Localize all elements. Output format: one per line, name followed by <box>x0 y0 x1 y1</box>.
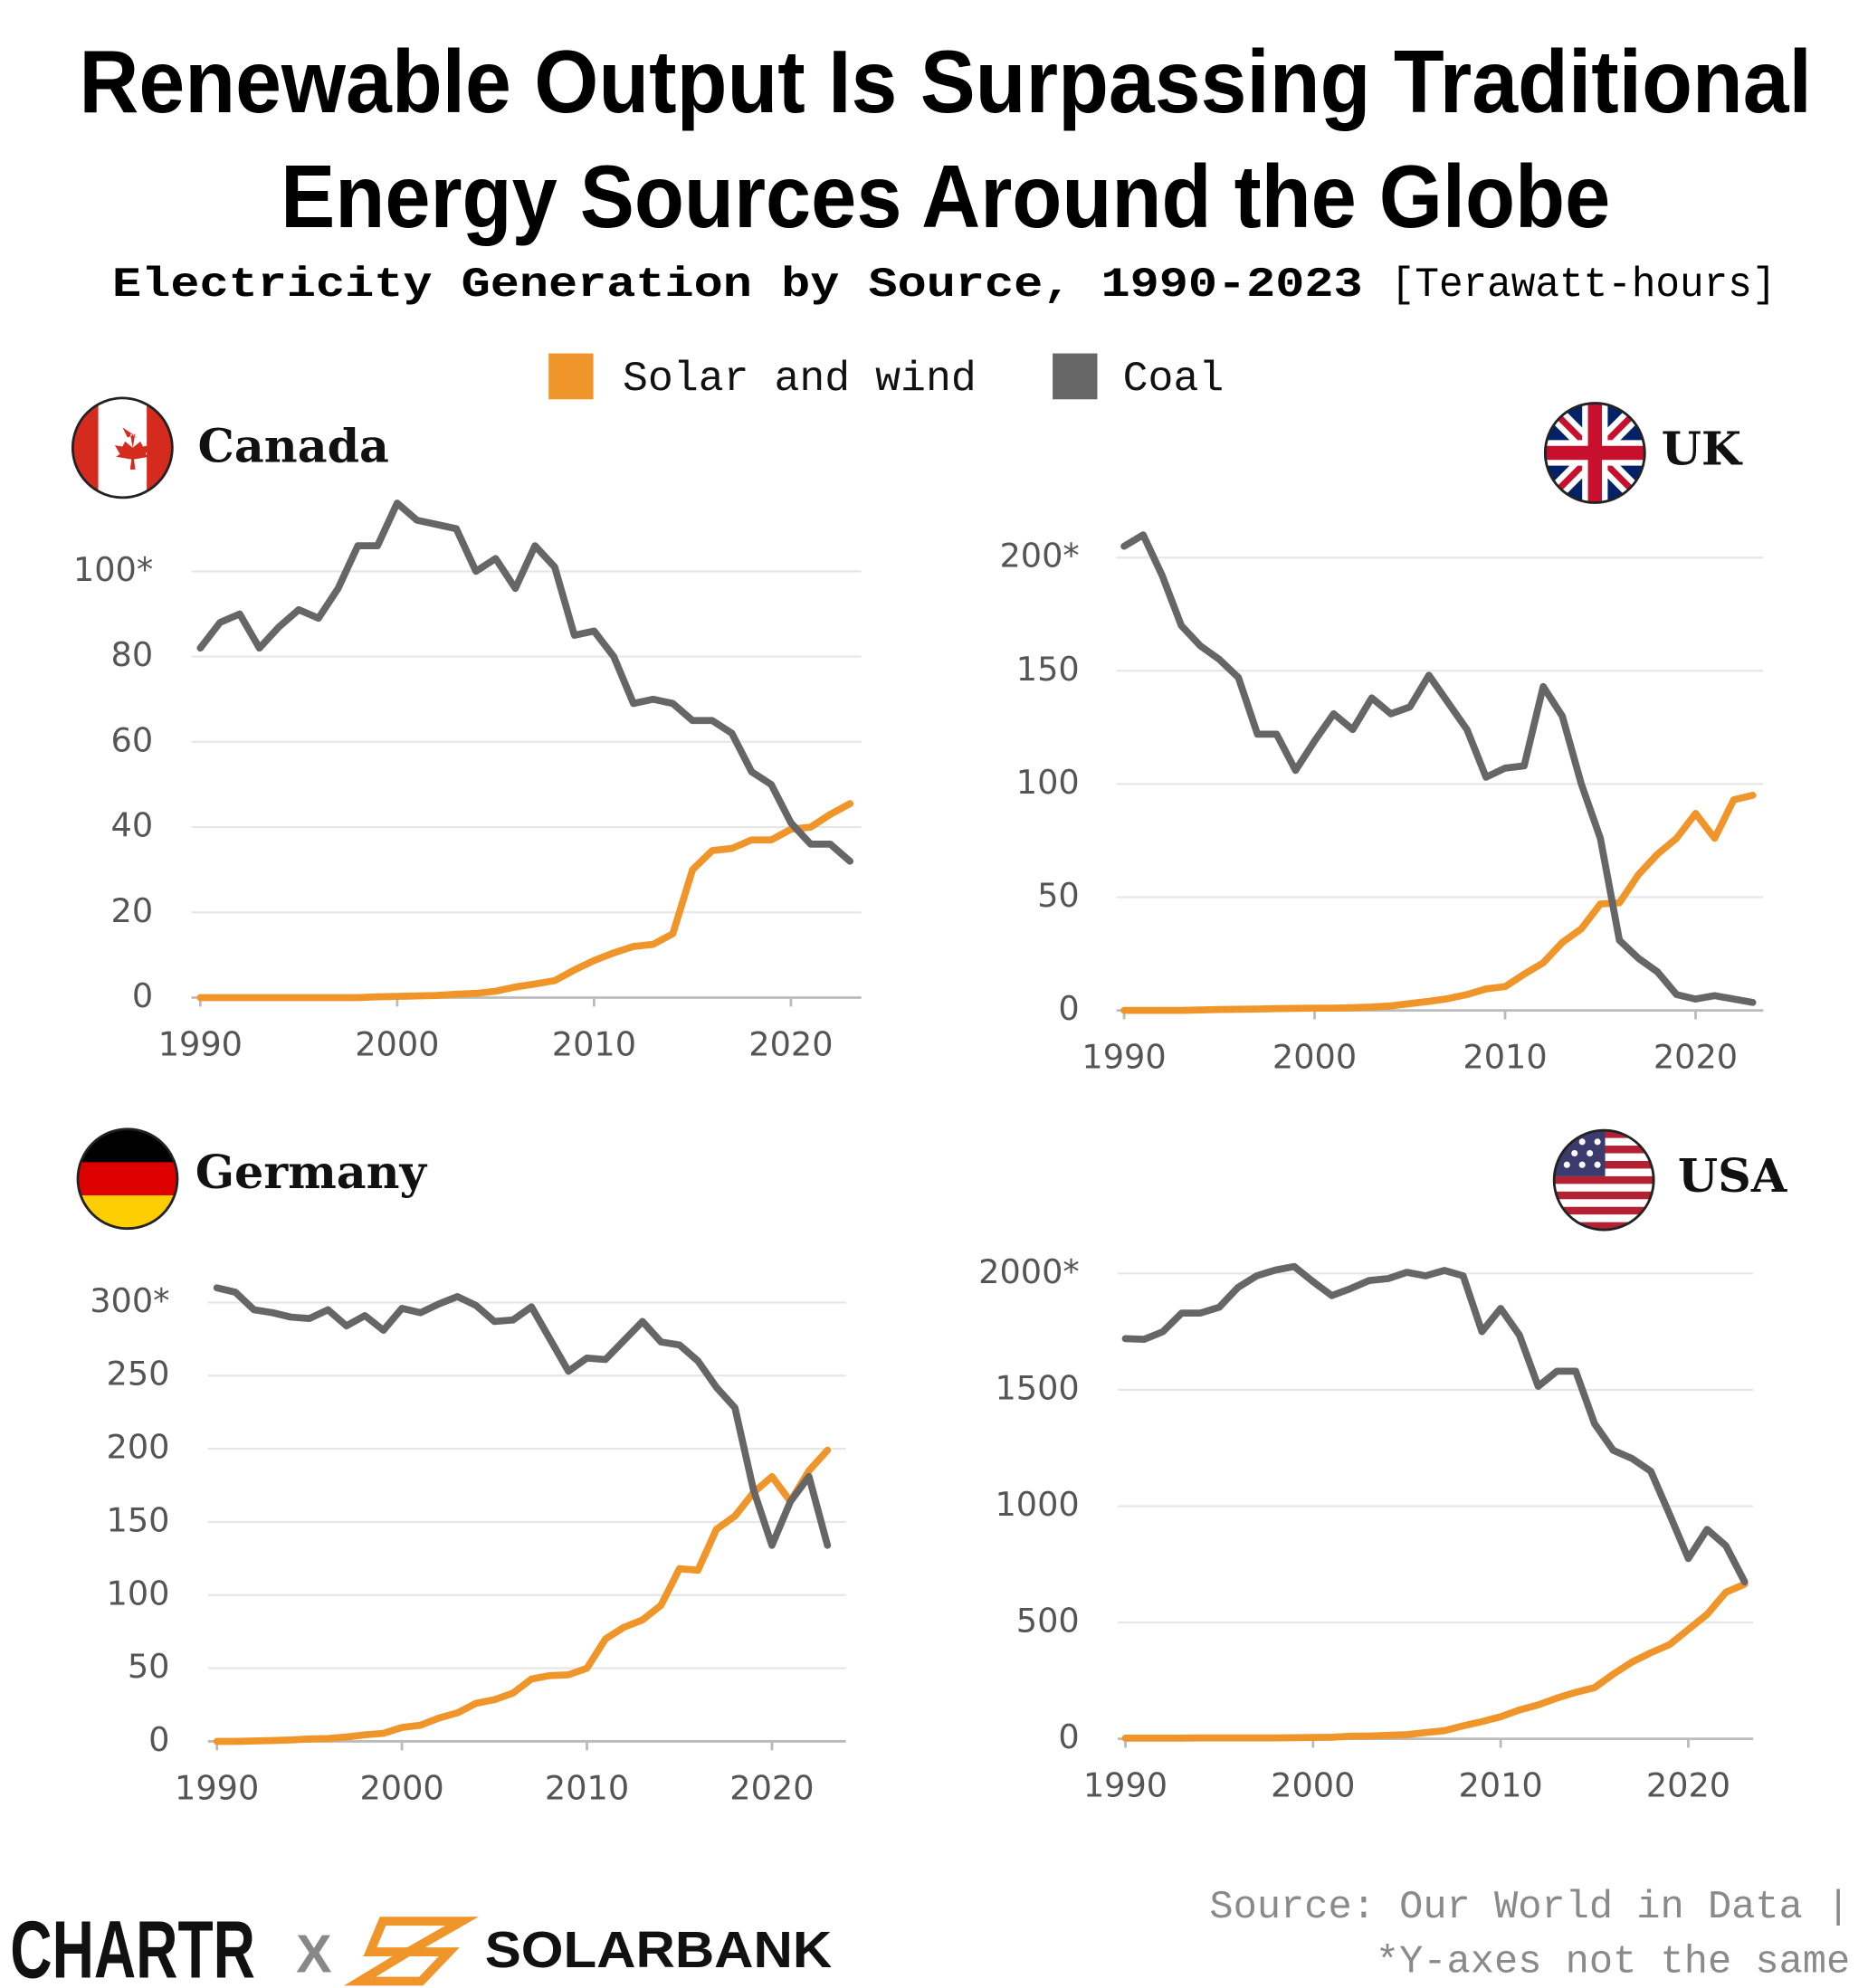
y-tick-label: 100 <box>107 1574 170 1612</box>
chart-title: Renewable Output Is Surpassing Tradition… <box>79 32 1812 131</box>
chart-title: Energy Sources Around the Globe <box>281 147 1610 246</box>
legend-swatch <box>1053 353 1098 400</box>
y-tick-label: 0 <box>132 976 153 1015</box>
subtitle: Electricity Generation by Source, 1990-2… <box>112 261 1363 309</box>
x-tick-label: 2010 <box>1459 1766 1543 1805</box>
axis-note: *Y-axes not the same <box>1376 1941 1850 1985</box>
y-tick-label: 80 <box>111 635 154 674</box>
y-tick-label: 0 <box>1058 1717 1079 1756</box>
series-line <box>1120 792 1757 1014</box>
x-tick-label: 2020 <box>748 1025 833 1064</box>
x-tick-label: 1990 <box>175 1769 259 1808</box>
y-tick-label: 0 <box>148 1720 169 1759</box>
x-tick-label: 2000 <box>355 1025 439 1064</box>
x-tick-label: 1990 <box>1082 1038 1166 1077</box>
legend-label: Solar and wind <box>623 355 977 403</box>
panel-title: Germany <box>195 1145 428 1199</box>
y-tick-label: 2000* <box>978 1252 1080 1291</box>
brand-logo: CHARTR <box>10 1904 255 1988</box>
y-tick-label: 0 <box>1058 989 1079 1028</box>
panel-title: UK <box>1662 422 1743 476</box>
x-tick-label: 2000 <box>1272 1038 1357 1077</box>
y-tick-label: 150 <box>1016 650 1080 689</box>
flag-germany <box>76 1127 179 1231</box>
y-tick-label: 200 <box>107 1428 170 1467</box>
x-tick-label: 2000 <box>1271 1766 1355 1805</box>
x-tick-label: 2020 <box>1646 1766 1730 1805</box>
x-tick-label: 2020 <box>729 1769 814 1808</box>
series-line <box>1121 1580 1749 1742</box>
y-tick-label: 1000 <box>995 1485 1079 1524</box>
y-tick-label: 250 <box>107 1355 170 1394</box>
y-tick-label: 100 <box>1016 763 1080 802</box>
y-tick-label: 1500 <box>995 1368 1079 1407</box>
x-tick-label: 1990 <box>1083 1766 1168 1805</box>
brand-join: X <box>296 1924 332 1984</box>
series-line <box>213 1446 832 1745</box>
panel-title: USA <box>1678 1148 1787 1203</box>
x-tick-label: 2020 <box>1654 1038 1738 1077</box>
x-tick-label: 2010 <box>552 1025 636 1064</box>
y-tick-label: 40 <box>111 806 154 845</box>
y-tick-label: 50 <box>1037 876 1080 915</box>
y-tick-label: 150 <box>107 1500 170 1539</box>
series-line <box>196 800 854 1002</box>
x-tick-label: 2010 <box>1463 1038 1547 1077</box>
x-tick-label: 2000 <box>359 1769 443 1808</box>
flag-canada <box>71 396 174 499</box>
x-tick-label: 2010 <box>545 1769 629 1808</box>
y-tick-label: 200* <box>999 537 1079 575</box>
series-line <box>1121 1262 1749 1585</box>
panel-title: Canada <box>198 419 389 473</box>
partner-icon <box>343 1917 479 1986</box>
y-tick-label: 50 <box>128 1647 170 1686</box>
series-line <box>213 1284 832 1549</box>
series-line <box>1120 531 1757 1006</box>
source-note: Source: Our World in Data | <box>1209 1886 1850 1930</box>
legend-swatch <box>548 353 594 400</box>
flag-uk <box>1543 402 1646 504</box>
legend-label: Coal <box>1123 355 1225 403</box>
y-tick-label: 500 <box>1016 1602 1080 1641</box>
y-tick-label: 60 <box>111 720 154 759</box>
series-line <box>196 499 854 865</box>
unit-label: [Terawatt-hours] <box>1391 261 1777 309</box>
partner-logo: SOLARBANK <box>485 1921 833 1978</box>
y-tick-label: 20 <box>111 891 154 930</box>
x-tick-label: 1990 <box>158 1025 243 1064</box>
y-tick-label: 100* <box>73 550 153 589</box>
y-tick-label: 300* <box>90 1281 169 1320</box>
flag-usa <box>1552 1128 1655 1232</box>
